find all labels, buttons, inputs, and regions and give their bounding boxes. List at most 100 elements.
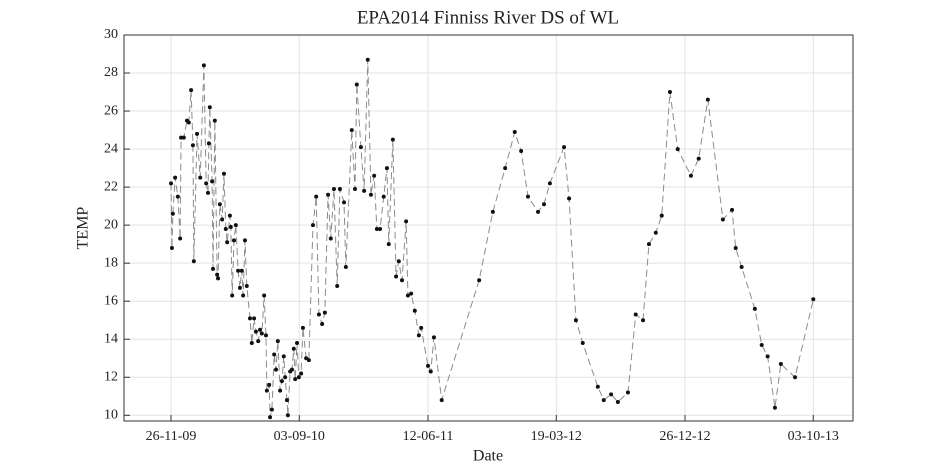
data-point (580, 341, 585, 346)
data-point (169, 181, 174, 186)
data-point (285, 413, 290, 418)
data-point (328, 236, 333, 241)
data-point (595, 384, 600, 389)
data-point (207, 105, 212, 110)
data-point (242, 238, 247, 243)
data-point (354, 82, 359, 87)
data-point (326, 192, 331, 197)
data-point (316, 312, 321, 317)
data-point (752, 306, 757, 311)
x-tick-label: 12-06-11 (403, 429, 454, 444)
data-point (239, 268, 244, 273)
data-point (181, 135, 186, 140)
data-point (416, 333, 421, 338)
data-point (759, 342, 764, 347)
chart-title: EPA2014 Finniss River DS of WL (357, 7, 619, 28)
data-point (567, 196, 572, 201)
data-point (289, 367, 294, 372)
data-point (512, 129, 517, 134)
y-tick-label: 24 (104, 141, 118, 156)
x-tick-label: 03-10-13 (788, 429, 839, 444)
data-point (525, 194, 530, 199)
data-point (337, 187, 342, 192)
data-point (244, 283, 249, 288)
data-point (653, 230, 658, 235)
data-point (212, 118, 217, 123)
data-point (419, 325, 424, 330)
x-axis-label: Date (473, 448, 503, 465)
data-point (409, 291, 414, 296)
data-point (615, 399, 620, 404)
data-point (343, 264, 348, 269)
y-tick-label: 20 (104, 217, 118, 232)
data-point (262, 293, 267, 298)
data-point (688, 173, 693, 178)
data-point (384, 166, 389, 171)
data-point (646, 242, 651, 247)
data-point (211, 266, 216, 271)
data-point (191, 259, 196, 264)
data-point (633, 312, 638, 317)
data-point (220, 217, 225, 222)
data-point (573, 318, 578, 323)
data-point (477, 278, 482, 283)
data-point (431, 335, 436, 340)
data-point (272, 352, 277, 357)
data-point (267, 382, 272, 387)
data-point (225, 240, 230, 245)
data-point (299, 371, 304, 376)
data-point (720, 217, 725, 222)
y-tick-label: 10 (104, 408, 118, 423)
data-point (264, 388, 269, 393)
data-point (342, 200, 347, 205)
data-point (696, 156, 701, 161)
data-point (204, 181, 209, 186)
data-point (705, 97, 710, 102)
data-point (284, 398, 289, 403)
data-point (233, 223, 238, 228)
data-point (368, 192, 373, 197)
data-point (279, 379, 284, 384)
data-point (210, 179, 215, 184)
data-point (772, 405, 777, 410)
data-point (352, 187, 357, 192)
data-point (205, 190, 210, 195)
data-point (175, 194, 180, 199)
data-point (733, 245, 738, 250)
data-point (396, 259, 401, 264)
data-point (274, 367, 279, 372)
data-point (275, 339, 280, 344)
plot-frame (123, 34, 854, 422)
data-point (228, 225, 233, 230)
data-point (241, 293, 246, 298)
data-point (314, 194, 319, 199)
data-point (765, 354, 770, 359)
data-point (291, 346, 296, 351)
data-point (503, 166, 508, 171)
data-point (778, 361, 783, 366)
data-point (249, 341, 254, 346)
data-point (236, 268, 241, 273)
data-point (320, 322, 325, 327)
data-point (667, 90, 672, 95)
data-point (295, 341, 300, 346)
data-point (306, 358, 311, 363)
data-point (230, 293, 235, 298)
data-point (269, 407, 274, 412)
data-point (358, 145, 363, 150)
data-point (283, 375, 288, 380)
data-point (541, 202, 546, 207)
data-point (310, 223, 315, 228)
data-point (173, 175, 178, 180)
data-point (256, 339, 261, 344)
data-point (536, 209, 541, 214)
data-point (562, 145, 567, 150)
data-point (811, 297, 816, 302)
data-point (237, 285, 242, 290)
data-point (281, 354, 286, 359)
data-point (381, 194, 386, 199)
data-point (399, 278, 404, 283)
